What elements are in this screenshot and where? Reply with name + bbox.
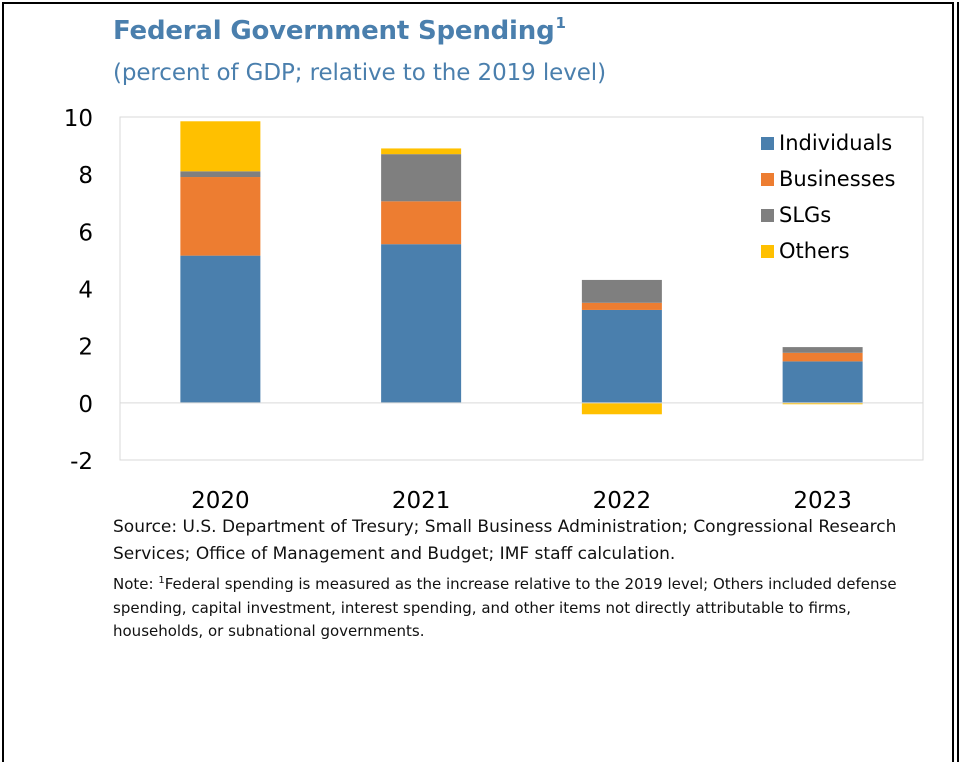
- y-tick-label: 2: [78, 335, 93, 361]
- source-note: Source: U.S. Department of Tresury; Smal…: [113, 517, 897, 564]
- x-tick-label: 2021: [392, 488, 451, 514]
- footnote: Note: 1Federal spending is measured as t…: [113, 569, 913, 644]
- bar-segment-individuals-2020: [180, 255, 261, 403]
- legend-swatch-businesses: [761, 173, 774, 186]
- chart-subtitle: (percent of GDP; relative to the 2019 le…: [113, 60, 606, 86]
- bar-segment-businesses-2023: [782, 352, 863, 362]
- bar-segment-individuals-2022: [581, 309, 662, 403]
- chart-title-text: Federal Government Spending: [113, 16, 555, 46]
- bar-segment-businesses-2020: [180, 177, 261, 256]
- axis-group: -2 0 2 4 6 8 10 2020 2021 2022 2023: [64, 106, 923, 514]
- legend: Individuals Businesses SLGs Others: [761, 131, 895, 263]
- bar-segment-others-2023: [782, 402, 863, 405]
- bar-segment-individuals-2021: [381, 244, 462, 403]
- x-tick-label: 2022: [593, 488, 652, 514]
- y-tick-label: 4: [78, 278, 93, 304]
- bar-segment-others-2021: [381, 148, 462, 155]
- y-tick-label: -2: [70, 449, 93, 475]
- bar-segment-individuals-2023: [782, 361, 863, 403]
- footnote-label: Note:: [113, 575, 159, 593]
- y-tick-label: 8: [78, 163, 93, 189]
- legend-swatch-individuals: [761, 137, 774, 150]
- legend-label-others: Others: [779, 239, 850, 263]
- bars-group: [180, 121, 863, 415]
- legend-swatch-others: [761, 245, 774, 258]
- footnote-text: Federal spending is measured as the incr…: [113, 575, 897, 640]
- legend-label-businesses: Businesses: [779, 167, 895, 191]
- chart-title: Federal Government Spending1: [113, 14, 566, 46]
- y-tick-label: 6: [78, 220, 93, 246]
- bar-segment-slgs-2020: [180, 171, 261, 178]
- chart-title-footnote-mark: 1: [555, 14, 566, 32]
- frame-right-rule: [957, 2, 959, 762]
- bar-segment-slgs-2023: [782, 347, 863, 353]
- y-tick-label: 0: [78, 392, 93, 418]
- legend-label-individuals: Individuals: [779, 131, 892, 155]
- legend-swatch-slgs: [761, 209, 774, 222]
- y-tick-label: 10: [64, 106, 93, 132]
- bar-segment-slgs-2021: [381, 154, 462, 202]
- x-tick-label: 2020: [191, 488, 250, 514]
- footnote-mark: 1: [158, 575, 165, 586]
- bar-segment-businesses-2022: [581, 302, 662, 310]
- bar-segment-businesses-2021: [381, 201, 462, 245]
- bar-segment-others-2022: [581, 402, 662, 415]
- legend-label-slgs: SLGs: [779, 203, 831, 227]
- bar-segment-slgs-2022: [581, 279, 662, 303]
- x-tick-label: 2023: [793, 488, 852, 514]
- bar-segment-others-2020: [180, 121, 261, 172]
